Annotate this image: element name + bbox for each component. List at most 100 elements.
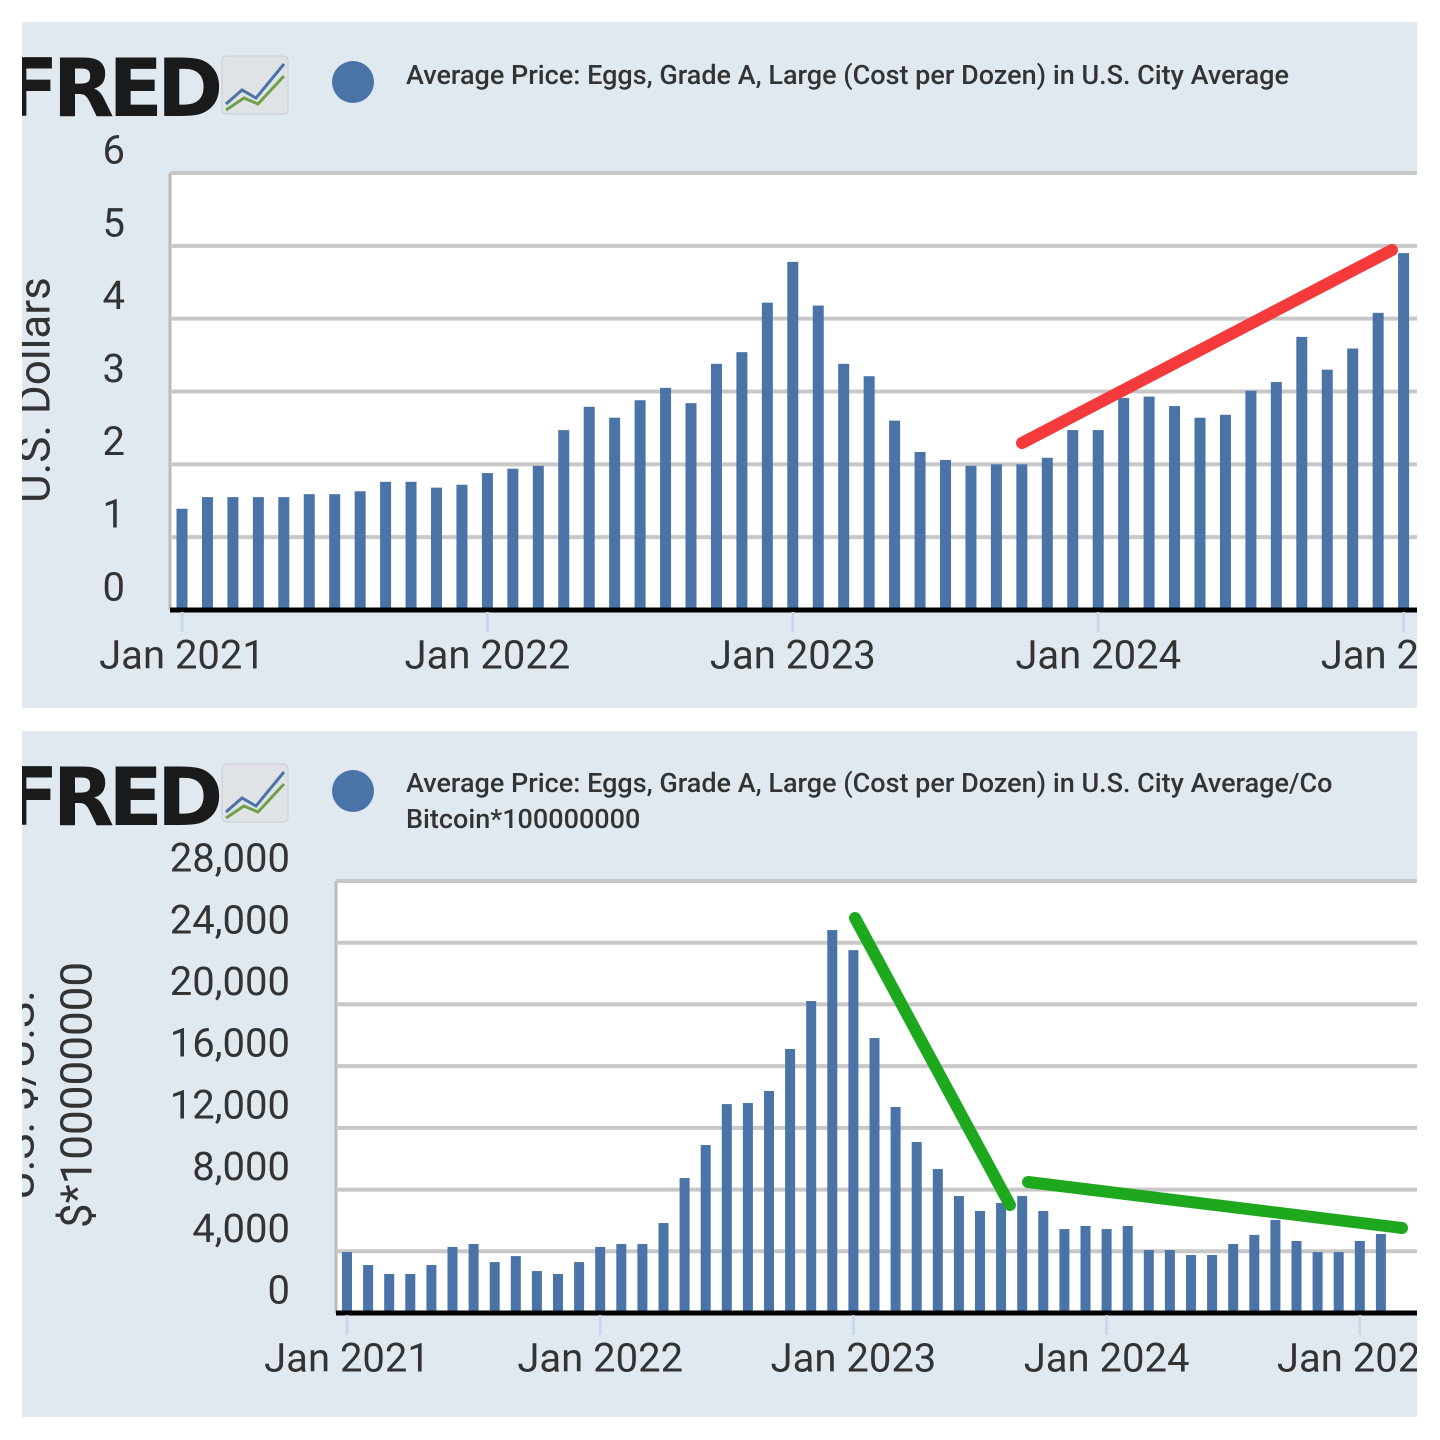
bar xyxy=(1375,1234,1386,1313)
bar xyxy=(1143,1250,1154,1313)
logo-icon-line xyxy=(225,771,286,814)
bar xyxy=(405,1273,416,1313)
bar xyxy=(634,400,646,610)
bar xyxy=(303,494,315,610)
bar xyxy=(1354,1240,1365,1313)
bar xyxy=(1291,1240,1302,1313)
bar xyxy=(1296,336,1308,610)
bar xyxy=(342,1252,352,1313)
bar xyxy=(1017,1196,1028,1313)
bar xyxy=(869,1038,880,1313)
bar xyxy=(660,387,672,610)
x-tick-label: Jan 2024 xyxy=(1015,632,1181,679)
y-tick-label: 24,000 xyxy=(170,896,290,943)
logo-icon-line xyxy=(225,74,286,112)
bar xyxy=(721,1104,732,1313)
bar xyxy=(637,1244,648,1313)
bar xyxy=(736,352,748,610)
bar xyxy=(384,1273,395,1313)
bar xyxy=(1249,1234,1260,1313)
bar xyxy=(1228,1244,1239,1313)
bar xyxy=(914,451,926,610)
bar xyxy=(1038,1211,1049,1313)
y-axis-label: $*100000000 xyxy=(51,962,103,1228)
bar xyxy=(1016,464,1028,610)
bar xyxy=(278,497,290,610)
bar xyxy=(1080,1225,1091,1313)
y-axis-label: U.S. Dollars xyxy=(9,277,61,503)
x-tick-label: Jan 2024 xyxy=(1024,1335,1190,1382)
bar xyxy=(1143,396,1155,610)
logo: FRED xyxy=(4,751,220,844)
y-tick-label: 16,000 xyxy=(170,1020,290,1067)
bar xyxy=(1194,417,1206,610)
bar xyxy=(812,305,824,610)
y-tick-label: 4,000 xyxy=(192,1205,290,1252)
bar xyxy=(1101,1229,1112,1313)
bar xyxy=(553,1273,563,1313)
bar xyxy=(380,481,392,610)
bar xyxy=(658,1223,669,1313)
bar xyxy=(1372,312,1384,610)
bar xyxy=(510,1256,521,1313)
bar xyxy=(679,1178,690,1313)
annotations xyxy=(849,244,1408,1234)
bar xyxy=(1186,1254,1196,1313)
bar xyxy=(1067,430,1079,610)
x-tick-label: Jan 2023 xyxy=(771,1335,937,1382)
logo-icon xyxy=(221,763,289,823)
x-tick-label: Jan 2021 xyxy=(264,1335,430,1382)
bar xyxy=(996,1202,1007,1313)
y-tick-label: 3 xyxy=(103,345,125,392)
bar xyxy=(405,481,417,610)
bar xyxy=(975,1211,985,1313)
bar xyxy=(932,1169,943,1313)
x-tick-label: Jan 2022 xyxy=(517,1335,683,1382)
bar xyxy=(489,1262,500,1313)
x-tick-label: Jan 2025 xyxy=(1321,632,1440,679)
bar xyxy=(595,1246,606,1313)
bar xyxy=(456,484,468,610)
bar xyxy=(700,1144,711,1313)
bar xyxy=(827,930,838,1313)
bar xyxy=(1270,382,1282,610)
y-tick-label: 20,000 xyxy=(170,958,290,1005)
bar xyxy=(787,261,799,610)
bar xyxy=(1041,457,1053,610)
bar xyxy=(201,497,213,610)
y-tick-label: 8,000 xyxy=(192,1143,290,1190)
bar xyxy=(1164,1250,1175,1313)
bar xyxy=(447,1246,458,1313)
bar xyxy=(911,1142,922,1313)
logo-icon-line xyxy=(225,782,286,820)
y-tick-label: 1 xyxy=(103,491,125,538)
y-tick-label: 0 xyxy=(268,1267,290,1314)
chart-panel: FRED Average Price: Eggs, Grade A, Large … xyxy=(4,731,1417,1417)
bar xyxy=(507,468,519,610)
bar xyxy=(609,417,621,610)
bar xyxy=(1321,369,1333,610)
bar xyxy=(574,1262,585,1313)
legend-label: Bitcoin*100000000 xyxy=(406,803,640,835)
bar xyxy=(940,459,951,610)
bar xyxy=(1219,414,1231,610)
x-tick-label: Jan 2021 xyxy=(99,632,265,679)
bar xyxy=(354,491,366,610)
y-tick-label: 12,000 xyxy=(170,1081,290,1128)
bar xyxy=(1398,253,1410,610)
bar xyxy=(1207,1254,1218,1313)
bar xyxy=(1270,1219,1281,1313)
bar xyxy=(848,950,859,1313)
y-tick-label: 6 xyxy=(103,127,125,174)
bar xyxy=(761,302,773,610)
legend-marker xyxy=(332,770,374,812)
bar xyxy=(863,376,875,610)
x-tick-label: Jan 2022 xyxy=(405,632,571,679)
x-tick-label: Jan 2023 xyxy=(710,632,876,679)
legend-label: Average Price: Eggs, Grade A, Large (Cos… xyxy=(406,59,1289,91)
logo-icon-line xyxy=(225,63,286,106)
y-tick-label: 4 xyxy=(103,272,125,319)
annotation-line xyxy=(1022,1176,1408,1234)
